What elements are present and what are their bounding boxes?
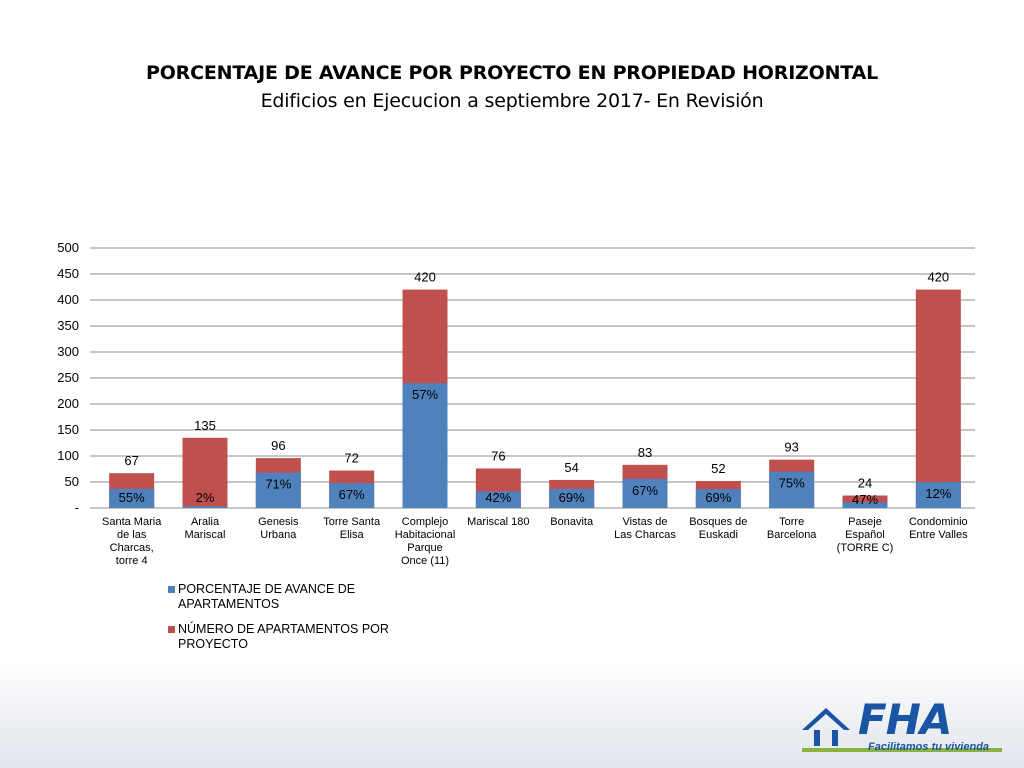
bar-progress — [769, 471, 815, 508]
x-category-label: torre 4 — [116, 555, 148, 567]
data-label-percent: 42% — [485, 490, 511, 505]
data-label-total: 54 — [564, 460, 578, 475]
chart-title-block: PORCENTAJE DE AVANCE POR PROYECTO EN PRO… — [0, 62, 1024, 112]
legend-label-apartments-line1: NÚMERO DE APARTAMENTOS POR — [178, 622, 389, 636]
data-label-percent: 47% — [852, 492, 878, 507]
bar-progress — [329, 483, 375, 508]
x-category-label: (TORRE C) — [837, 542, 894, 554]
bar-progress — [475, 491, 521, 508]
y-tick-label: 500 — [57, 240, 79, 255]
legend-label-progress-line1: PORCENTAJE DE AVANCE DE — [178, 582, 356, 596]
data-label-percent: 75% — [779, 476, 805, 491]
chart-legend: PORCENTAJE DE AVANCE DE APARTAMENTOS NÚM… — [168, 582, 428, 662]
legend-label-apartments-line2: PROYECTO — [178, 637, 248, 651]
x-category-label: Parque — [407, 542, 442, 554]
bar-progress — [402, 383, 448, 508]
y-tick-label: 400 — [57, 292, 79, 307]
y-tick-label: 50 — [65, 474, 79, 489]
bar-apartments — [182, 437, 228, 508]
x-category-label: Urbana — [260, 529, 297, 541]
x-category-label: Mariscal 180 — [467, 516, 529, 528]
data-label-total: 52 — [711, 461, 725, 476]
logo-tagline: Facilitamos tu vivienda — [868, 741, 990, 753]
bar-progress — [109, 488, 155, 508]
x-category-label: de las — [117, 529, 147, 541]
data-label-total: 93 — [784, 440, 798, 455]
data-label-percent: 55% — [119, 490, 145, 505]
x-category-label: Torre Santa — [323, 516, 381, 528]
bar-progress — [695, 489, 741, 508]
x-category-label: Bonavita — [550, 516, 594, 528]
bar-progress — [255, 472, 301, 508]
data-label-percent: 67% — [339, 487, 365, 502]
data-label-total: 72 — [344, 451, 358, 466]
data-label-total: 96 — [271, 438, 285, 453]
x-category-label: Charcas, — [110, 542, 154, 554]
data-label-total: 67 — [124, 453, 138, 468]
x-category-label: Genesis — [258, 516, 299, 528]
x-category-label: Condominio — [909, 516, 968, 528]
legend-item-apartments: NÚMERO DE APARTAMENTOS POR PROYECTO — [168, 622, 428, 652]
data-label-percent: 57% — [412, 387, 438, 402]
x-category-label: Complejo — [402, 516, 448, 528]
x-category-label: Mariscal — [185, 529, 226, 541]
house-wall-right — [832, 730, 838, 746]
y-tick-label: 450 — [57, 266, 79, 281]
bar-progress — [549, 488, 595, 508]
x-category-label: Aralia — [191, 516, 220, 528]
data-label-total: 24 — [858, 476, 872, 491]
fha-logo — [802, 708, 1002, 752]
chart-title: PORCENTAJE DE AVANCE POR PROYECTO EN PRO… — [145, 62, 878, 84]
chart-subtitle: Edificios en Ejecucion a septiembre 2017… — [260, 90, 764, 112]
house-wall-left — [814, 730, 820, 746]
data-label-total: 420 — [414, 270, 436, 285]
data-label-total: 76 — [491, 448, 505, 463]
data-label-percent: 67% — [632, 483, 658, 498]
house-roof-icon — [802, 708, 850, 730]
data-label-percent: 69% — [559, 490, 585, 505]
bar-progress — [842, 502, 888, 508]
y-tick-label: - — [75, 500, 79, 515]
bar-progress — [915, 482, 961, 508]
x-category-label: Barcelona — [767, 529, 817, 541]
data-label-total: 420 — [927, 270, 949, 285]
y-tick-label: 200 — [57, 396, 79, 411]
y-tick-label: 250 — [57, 370, 79, 385]
legend-swatch-blue — [168, 586, 175, 593]
legend-swatch-red — [168, 626, 175, 633]
x-category-label: Las Charcas — [614, 529, 676, 541]
logo-green-underline — [802, 748, 1002, 752]
x-category-label: Bosques de — [689, 516, 747, 528]
y-tick-label: 300 — [57, 344, 79, 359]
logo-wordmark: FHA — [858, 695, 952, 744]
x-category-label: Torre — [779, 516, 804, 528]
data-label-percent: 71% — [265, 477, 291, 492]
y-tick-label: 100 — [57, 448, 79, 463]
x-category-label: Español — [845, 529, 885, 541]
x-category-label: Entre Valles — [909, 529, 968, 541]
bar-apartments — [915, 289, 961, 508]
x-category-label: Habitacional — [395, 529, 456, 541]
data-label-percent: 12% — [925, 486, 951, 501]
y-tick-label: 350 — [57, 318, 79, 333]
x-category-label: Elisa — [340, 529, 365, 541]
x-category-label: Once (11) — [401, 555, 449, 567]
y-tick-label: 150 — [57, 422, 79, 437]
stacked-bar-chart: - 50 100 150 200 250 300 350 400 450 500 67 55% Santa… — [57, 240, 975, 567]
data-label-percent: 69% — [705, 490, 731, 505]
data-label-total: 83 — [638, 445, 652, 460]
x-category-label: Santa Maria — [102, 516, 162, 528]
data-label-percent: 2% — [196, 490, 215, 505]
data-label-total: 135 — [194, 418, 216, 433]
x-category-label: Euskadi — [699, 529, 738, 541]
bar-progress — [622, 478, 668, 508]
bar-progress — [182, 506, 228, 508]
x-category-label: Vistas de — [622, 516, 667, 528]
legend-item-progress: PORCENTAJE DE AVANCE DE APARTAMENTOS — [168, 582, 428, 612]
legend-label-progress-line2: APARTAMENTOS — [178, 597, 280, 611]
x-category-label: Paseje — [848, 516, 882, 528]
